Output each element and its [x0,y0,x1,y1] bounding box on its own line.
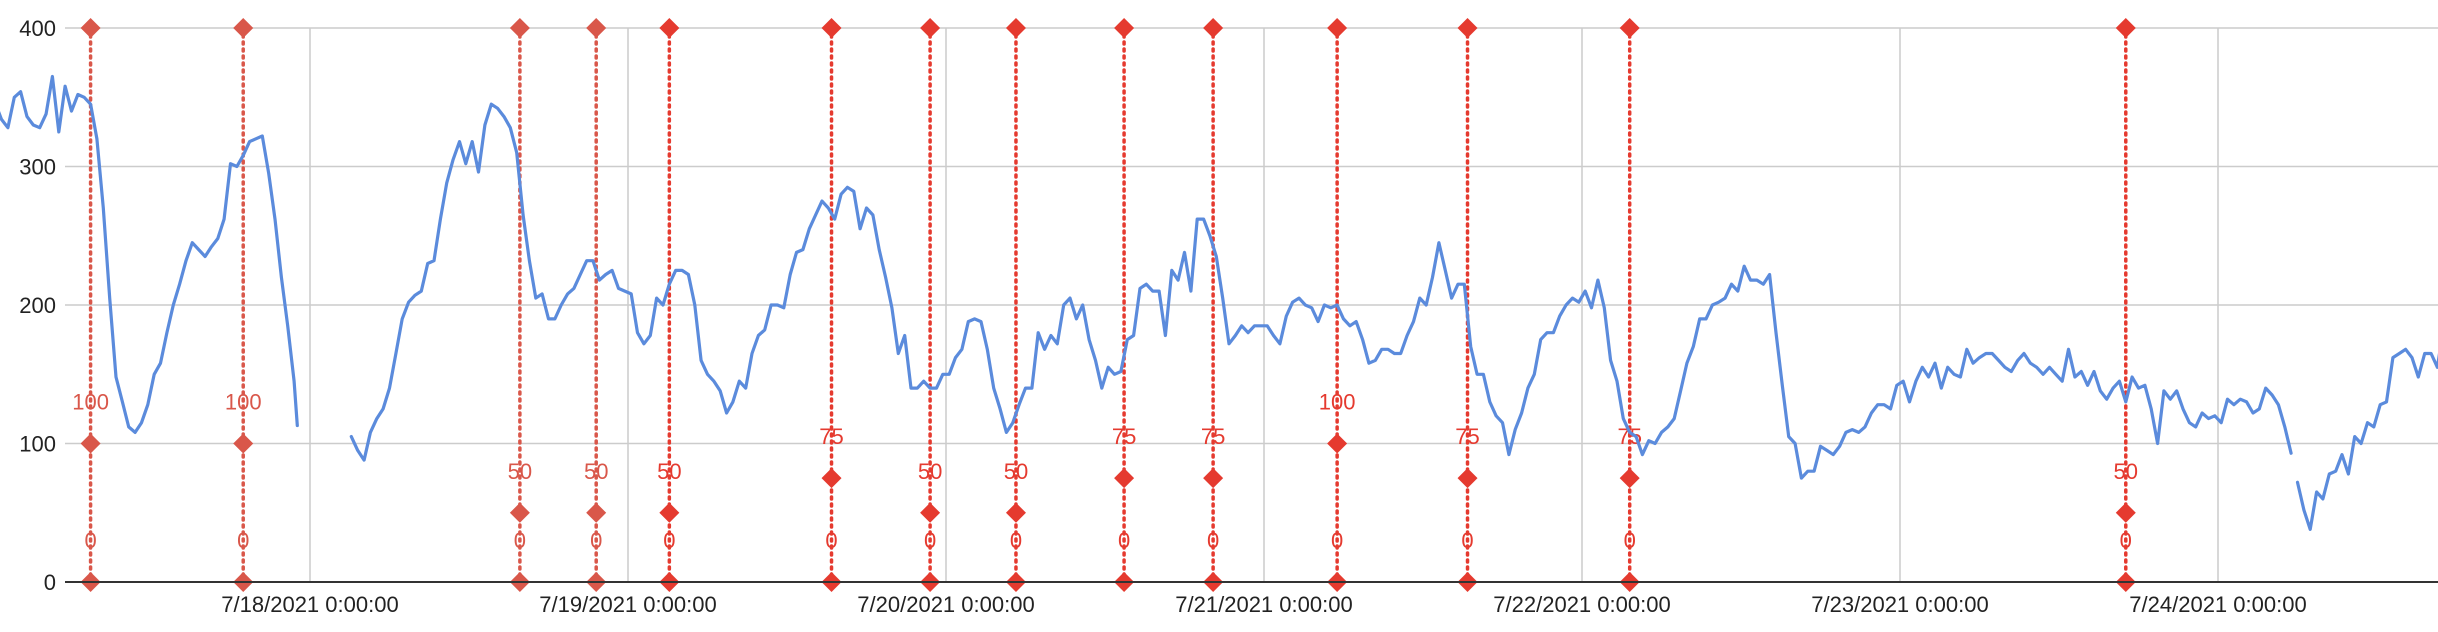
event-value-label: 50 [584,459,608,484]
event-top-diamond [1114,18,1135,38]
event-bottom-label: 0 [514,528,526,553]
event-bottom-label: 0 [2120,528,2132,553]
event-top-diamond [920,18,941,38]
event-value-diamond [821,468,842,489]
x-tick-label: 7/19/2021 0:00:00 [539,592,716,617]
series-line [349,102,2293,480]
x-tick-label: 7/23/2021 0:00:00 [1811,592,1988,617]
event-top-diamond [821,18,842,38]
event-top-diamond [586,18,607,38]
x-tick-label: 7/24/2021 0:00:00 [2129,592,2306,617]
event-value-diamond [920,502,941,523]
event-value-diamond [233,433,254,454]
event-top-diamond [2115,18,2136,38]
event-value-label: 100 [225,390,262,415]
y-tick-label: 0 [44,570,56,595]
event-value-diamond [1005,502,1026,523]
series-lines [0,74,2438,531]
event-value-diamond [509,502,530,523]
event-value-diamond [1457,468,1478,489]
series-line [0,74,299,434]
event-bottom-label: 0 [663,528,675,553]
gridlines [65,27,2438,582]
event-top-diamond [233,18,254,38]
event-top-diamond [1457,18,1478,38]
x-tick-label: 7/21/2021 0:00:00 [1175,592,1352,617]
event-marker: 0 50 [584,18,608,592]
event-bottom-label: 0 [825,528,837,553]
event-bottom-label: 0 [590,528,602,553]
event-top-diamond [80,18,101,38]
event-bottom-label: 0 [1207,528,1219,553]
y-tick-label: 400 [19,16,56,41]
event-top-diamond [659,18,680,38]
event-marker: 0 50 [657,18,682,592]
x-tick-label: 7/18/2021 0:00:00 [221,592,398,617]
event-value-label: 75 [1112,424,1136,449]
event-value-diamond [1203,468,1224,489]
y-tick-label: 300 [19,155,56,180]
event-value-label: 50 [508,459,532,484]
event-value-diamond [1327,433,1348,454]
event-bottom-label: 0 [1010,528,1022,553]
event-value-label: 50 [918,459,942,484]
event-bottom-label: 0 [84,528,96,553]
x-axis-ticks: 7/18/2021 0:00:00 7/19/2021 0:00:00 7/20/2… [221,592,2306,617]
event-marker: 075 [1617,18,1642,592]
event-value-diamond [80,433,101,454]
x-tick-label: 7/22/2021 0:00:00 [1493,592,1670,617]
event-value-label: 100 [72,390,109,415]
event-marker: 0 100 [225,18,262,592]
event-value-label: 50 [657,459,681,484]
event-bottom-label: 0 [1118,528,1130,553]
event-marker: 0 100 [1319,18,1356,592]
event-bottom-label: 0 [237,528,249,553]
event-marker: 0 75 [819,18,844,592]
event-top-diamond [509,18,530,38]
event-value-diamond [1114,468,1135,489]
event-bottom-label: 0 [1461,528,1473,553]
event-marker: 0 50 [1004,18,1028,592]
event-bottom-label: 0 [1624,528,1636,553]
y-tick-label: 100 [19,432,56,457]
event-value-diamond [2115,502,2136,523]
event-marker: 0 75 [1201,18,1225,592]
event-value-diamond [586,502,607,523]
event-value-label: 75 [1455,424,1479,449]
event-marker: 0 75 [1112,18,1136,592]
event-value-label: 75 [1201,424,1225,449]
event-value-diamond [1619,468,1640,489]
event-marker: 0 100 [72,18,109,592]
y-axis-ticks: 0 100 200 300 400 [19,16,56,595]
y-tick-label: 200 [19,293,56,318]
event-bottom-label: 0 [924,528,936,553]
event-marker: 0 50 [508,18,532,592]
event-marker: 0 50 [918,18,942,592]
event-value-diamond [659,502,680,523]
event-top-diamond [1005,18,1026,38]
x-tick-label: 7/20/2021 0:00:00 [857,592,1034,617]
event-value-label: 100 [1319,390,1356,415]
event-value-label: 50 [2114,459,2138,484]
event-top-diamond [1619,18,1640,38]
event-value-label: 50 [1004,459,1028,484]
event-top-diamond [1327,18,1348,38]
event-value-label: 75 [819,424,843,449]
event-bottom-label: 0 [1331,528,1343,553]
event-top-diamond [1203,18,1224,38]
series-line [2295,347,2438,531]
